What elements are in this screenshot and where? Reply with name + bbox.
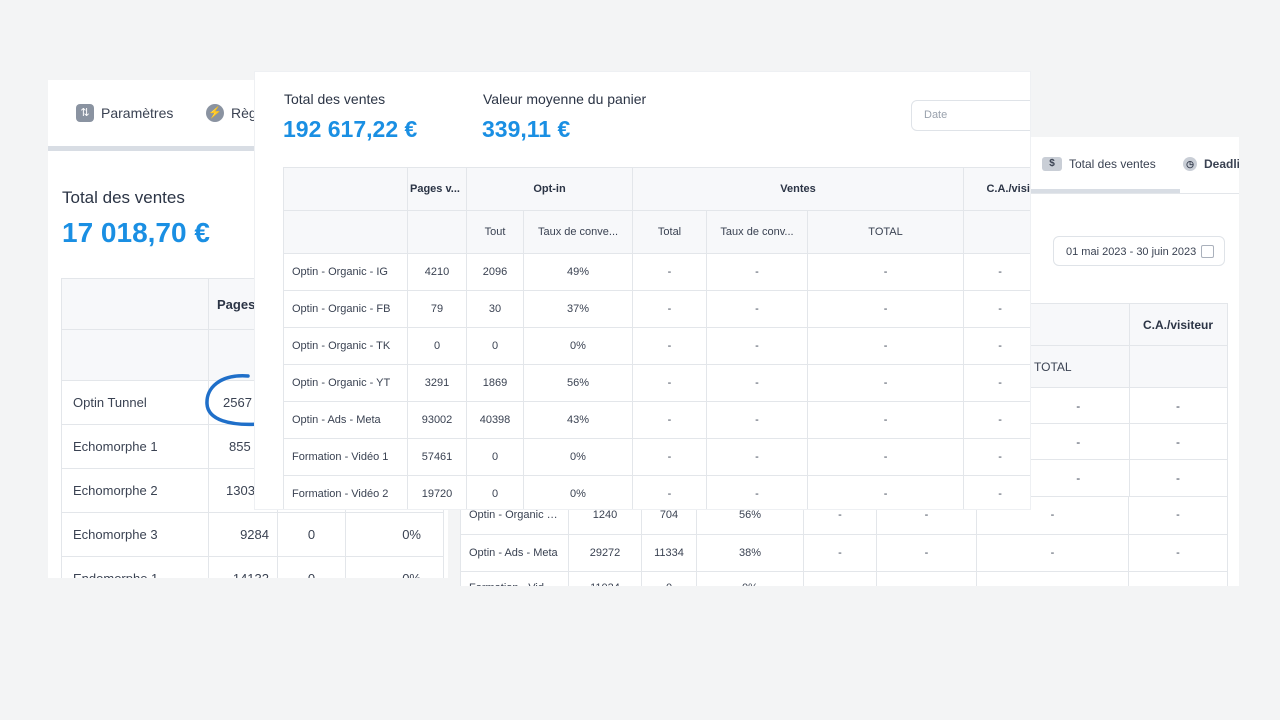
clock-icon: ◷ — [1183, 157, 1197, 171]
right-table: C.A./visiteur TOTAL - - - - - - — [1028, 303, 1228, 497]
table-row[interactable]: Optin - Organic - IG 4210 2096 49% - - -… — [283, 253, 1030, 291]
table-row[interactable]: Endomorphe 1 14132 0 0% — [61, 556, 444, 578]
tab-parametres-label: Paramètres — [101, 105, 174, 121]
date-range-value: 01 mai 2023 - 30 juin 2023 — [1066, 246, 1197, 258]
tab-deadline-label: Deadli — [1204, 157, 1239, 171]
bottom-panel: Optin - Organic - YT 1240 704 56% - - - … — [460, 497, 1239, 586]
center-avg-label: Valeur moyenne du panier — [483, 91, 647, 107]
table-row[interactable]: - - — [1028, 423, 1228, 460]
date-placeholder: Date — [924, 109, 948, 121]
tab-deadline[interactable]: ◷ Deadli — [1183, 157, 1239, 171]
bottom-table: Optin - Organic - YT 1240 704 56% - - - … — [460, 497, 1228, 586]
header-ventes: Ventes — [632, 167, 965, 211]
table-row[interactable]: Echomorphe 3 9284 0 0% — [61, 512, 444, 557]
tab-total-ventes-label: Total des ventes — [1069, 157, 1156, 171]
date-field[interactable]: Date — [911, 100, 1030, 131]
subheader-total: TOTAL — [807, 210, 965, 254]
header-optin: Opt-in — [466, 167, 634, 211]
subheader-tout: Tout — [466, 210, 524, 254]
header-pages: Pages v... — [407, 167, 467, 211]
left-total-value: 17 018,70 € — [62, 217, 210, 248]
table-row[interactable]: Formation - Vidéo 1 11034 0 0% — [460, 571, 1228, 586]
table-row[interactable]: Optin - Ads - Meta 29272 11334 38% - - -… — [460, 534, 1228, 572]
subheader-vtotal: Total — [632, 210, 708, 254]
tab-regles[interactable]: ⚡ Règ — [206, 104, 257, 122]
subheader-taux-optin: Taux de conve... — [523, 210, 634, 254]
dollar-icon: $ — [1042, 157, 1062, 171]
calendar-icon — [1201, 245, 1214, 258]
table-row[interactable]: Formation - Vidéo 2 19720 0 0% - - - - — [283, 475, 1030, 509]
right-header-total: TOTAL — [1028, 345, 1130, 388]
left-total-label: Total des ventes — [62, 188, 185, 207]
tab-total-ventes[interactable]: $ Total des ventes — [1042, 157, 1156, 171]
left-tabs: ⇅ Paramètres ⚡ Règ — [48, 80, 448, 151]
right-tabs: $ Total des ventes ◷ Deadli — [1028, 137, 1239, 194]
center-panel: Total des ventes 192 617,22 € Valeur moy… — [255, 72, 1030, 509]
table-row[interactable]: Optin - Organic - YT 1240 704 56% - - - … — [460, 497, 1228, 535]
sliders-icon: ⇅ — [76, 104, 94, 122]
center-table: Pages v... Opt-in Ventes C.A./visit Tout… — [283, 167, 1030, 509]
header-ca: C.A./visit — [963, 167, 1030, 211]
table-row[interactable]: - - — [1028, 387, 1228, 424]
center-total-value: 192 617,22 € — [283, 116, 418, 142]
table-row[interactable]: Optin - Ads - Meta 93002 40398 43% - - -… — [283, 401, 1030, 439]
tab-regles-label: Règ — [231, 105, 257, 121]
center-avg-value: 339,11 € — [482, 116, 571, 142]
tab-parametres[interactable]: ⇅ Paramètres — [76, 104, 173, 122]
center-total-label: Total des ventes — [284, 91, 386, 107]
highlight-circle-annotation — [205, 374, 262, 427]
active-tab-underline — [1028, 189, 1180, 193]
left-header-empty — [61, 278, 209, 330]
table-row[interactable]: Optin - Organic - TK 0 0 0% - - - - — [283, 327, 1030, 365]
lightning-icon: ⚡ — [206, 104, 224, 122]
table-row[interactable]: Formation - Vidéo 1 57461 0 0% - - - - — [283, 438, 1030, 476]
table-row[interactable]: - - — [1028, 459, 1228, 497]
table-row[interactable]: Optin - Organic - FB 79 30 37% - - - - — [283, 290, 1030, 328]
subheader-vtaux: Taux de conv... — [706, 210, 809, 254]
table-row[interactable]: Optin - Organic - YT 3291 1869 56% - - -… — [283, 364, 1030, 402]
date-range-picker[interactable]: 01 mai 2023 - 30 juin 2023 — [1053, 236, 1225, 266]
right-header-ca: C.A./visiteur — [1129, 303, 1228, 346]
